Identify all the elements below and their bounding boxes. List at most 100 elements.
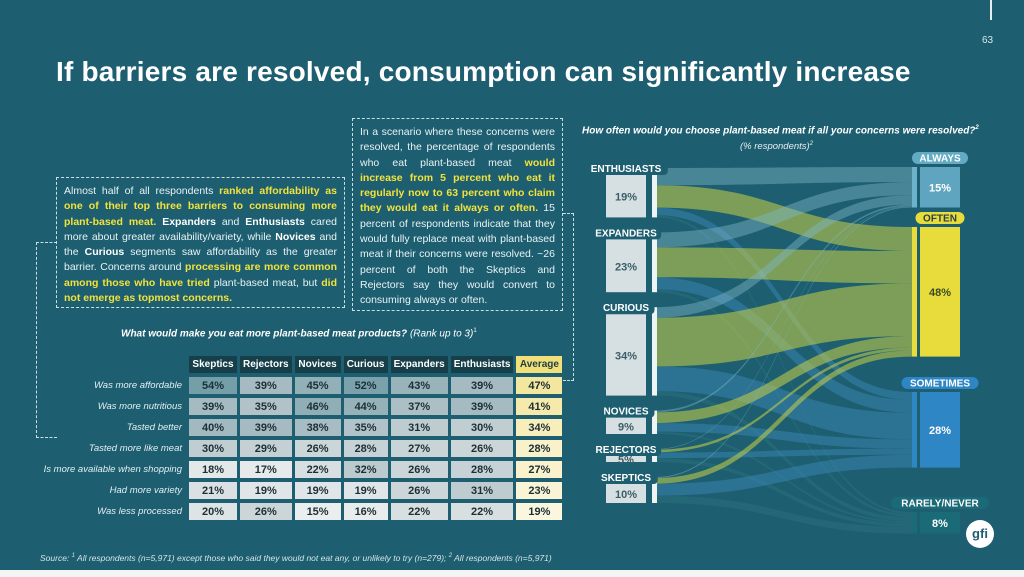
- sankey-flow: [654, 336, 912, 424]
- target-value: 8%: [932, 518, 948, 530]
- table-cell: 26%: [450, 440, 514, 457]
- sankey-flow: [654, 167, 912, 186]
- bottom-band: [0, 570, 1024, 577]
- table-cell: 19%: [516, 503, 563, 520]
- table-cell: 27%: [390, 440, 448, 457]
- table-cell: 43%: [390, 377, 448, 394]
- table-cell: 40%: [189, 419, 237, 436]
- table-row: Was less processed 20% 26% 15% 16% 22% 22% 19%: [31, 503, 563, 520]
- table-cell: 39%: [450, 398, 514, 415]
- table-cell: 22%: [450, 503, 514, 520]
- column-header: Average: [516, 356, 563, 373]
- page-number: 63: [982, 35, 994, 46]
- row-label: Had more variety: [109, 485, 182, 496]
- source-label-bg: [594, 471, 658, 484]
- sankey-flow: [654, 283, 912, 367]
- source-node-edge: [652, 168, 657, 218]
- target-node-edge: [912, 167, 917, 208]
- table-cell: 26%: [240, 503, 292, 520]
- target-value: 28%: [929, 425, 951, 437]
- source-value: 34%: [615, 350, 637, 362]
- table-cell: 34%: [516, 419, 563, 436]
- source-note: Source: 1 All respondents (n=5,971) exce…: [40, 553, 552, 563]
- target-node-edge: [912, 392, 917, 468]
- sankey-flow: [654, 350, 912, 484]
- table-cell: 22%: [390, 503, 448, 520]
- source-node-edge: [652, 477, 657, 503]
- source-label-bg: [597, 301, 655, 315]
- table-cell: 21%: [189, 482, 237, 499]
- table-cell: 46%: [294, 398, 341, 415]
- sankey-flow: [654, 247, 912, 284]
- sankey-flow: [654, 204, 912, 413]
- table-title: What would make you eat more plant-based…: [121, 328, 477, 340]
- row-label: Is more available when shopping: [43, 464, 182, 475]
- table-cell: 19%: [294, 482, 341, 499]
- sankey-flow: [654, 454, 912, 496]
- source-value: 10%: [615, 489, 637, 501]
- table-cell: 44%: [343, 398, 388, 415]
- table-cell: 26%: [390, 461, 448, 478]
- column-header: Expanders: [390, 356, 448, 373]
- table-cell: 19%: [240, 482, 292, 499]
- page-title: If barriers are resolved, consumption ca…: [56, 56, 911, 87]
- source-value: 5%: [618, 455, 634, 467]
- table-cell: 26%: [294, 440, 341, 457]
- table-cell: 28%: [516, 440, 563, 457]
- column-header: Novices: [294, 356, 341, 373]
- connector-left: [36, 242, 57, 438]
- row-label: Was less processed: [97, 506, 182, 517]
- table-row: Tasted better 40% 39% 38% 35% 31% 30% 34%: [31, 419, 563, 436]
- table-cell: 54%: [189, 377, 237, 394]
- sankey-flow: [654, 423, 912, 449]
- target-node: [920, 167, 960, 208]
- source-value: 23%: [615, 261, 637, 273]
- row-label: Was more nutritious: [97, 401, 182, 412]
- table-cell: 31%: [390, 419, 448, 436]
- source-label: ENTHUSIASTS: [591, 164, 662, 175]
- table-cell: 16%: [343, 503, 388, 520]
- table-cell: 35%: [240, 398, 292, 415]
- source-label-bg: [590, 443, 662, 456]
- column-header: Enthusiasts: [450, 356, 514, 373]
- source-label: SKEPTICS: [601, 473, 651, 484]
- target-label-pill: [912, 152, 968, 164]
- source-label-bg: [597, 404, 655, 418]
- target-label: ALWAYS: [919, 154, 961, 165]
- table-cell: 41%: [516, 398, 563, 415]
- sankey-flow: [654, 366, 912, 440]
- source-node-edge: [652, 307, 657, 396]
- sankey-flow: [654, 206, 912, 479]
- source-label: CURIOUS: [603, 303, 649, 314]
- table-cell: 35%: [343, 419, 388, 436]
- sankey-flow: [654, 347, 912, 453]
- source-node-edge: [652, 232, 657, 293]
- table-row: Was more nutritious 39% 35% 46% 44% 37% 39% 41%: [31, 398, 563, 415]
- sankey-flow: [654, 185, 912, 252]
- row-label: Tasted better: [126, 422, 182, 433]
- sankey-flow: [654, 448, 912, 459]
- insight-box-right: In a scenario where these concerns were …: [352, 118, 563, 311]
- column-header: Skeptics: [189, 356, 237, 373]
- top-divider-line: [990, 0, 992, 20]
- table-cell: 19%: [343, 482, 388, 499]
- target-node: [920, 392, 960, 468]
- source-node: [606, 168, 646, 218]
- connector-right: [563, 213, 574, 381]
- table-row: Is more available when shopping 18% 17% 22%…: [31, 461, 563, 478]
- source-label: EXPANDERS: [595, 228, 657, 239]
- table-cell: 52%: [343, 377, 388, 394]
- row-label: Tasted more like meat: [88, 443, 182, 454]
- table-cell: 18%: [189, 461, 237, 478]
- target-node-edge: [912, 512, 917, 534]
- table-cell: 26%: [390, 482, 448, 499]
- gfi-logo: gfi: [966, 520, 994, 548]
- table-cell: 28%: [450, 461, 514, 478]
- sankey-flow: [654, 206, 912, 450]
- table-cell: 29%: [240, 440, 292, 457]
- target-label-pill: [915, 212, 965, 224]
- table-cell: 31%: [450, 482, 514, 499]
- source-node: [606, 307, 646, 396]
- source-node: [606, 232, 646, 293]
